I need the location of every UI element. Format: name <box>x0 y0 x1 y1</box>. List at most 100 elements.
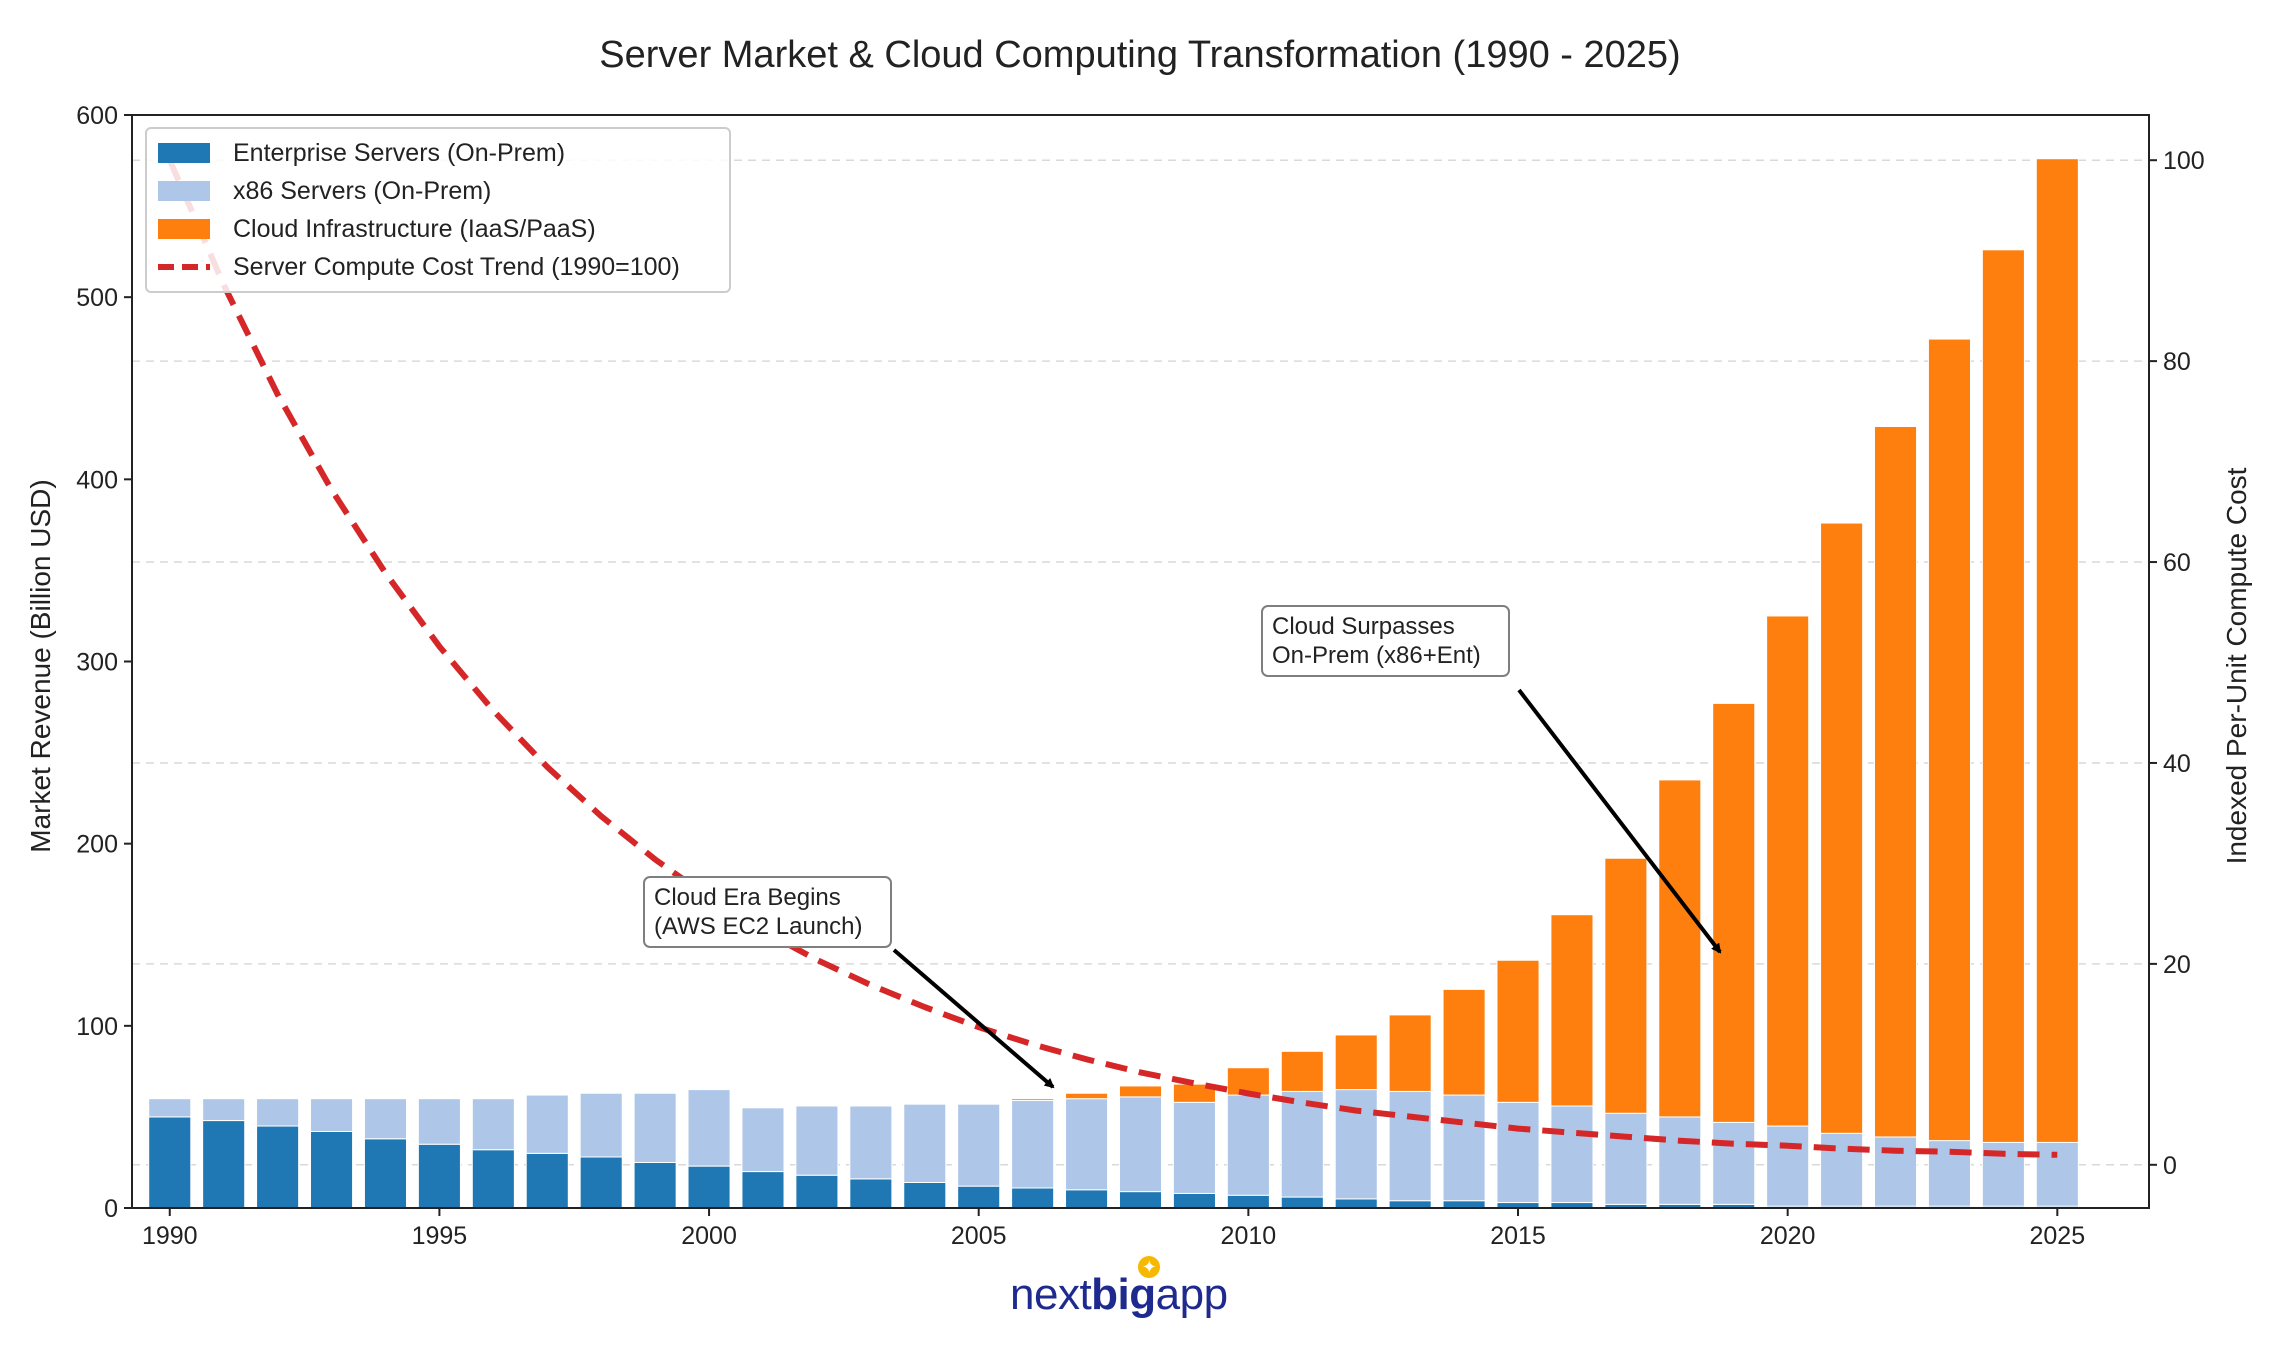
bar-cloud <box>1981 249 2025 1143</box>
chart-title: Server Market & Cloud Computing Transfor… <box>599 34 1680 76</box>
bar-cloud <box>1873 426 1918 1138</box>
y-tick-label: 500 <box>76 284 118 312</box>
bar-x86 <box>525 1094 569 1154</box>
bar-x86 <box>1172 1101 1216 1194</box>
y2-axis-label: Indexed Per-Unit Compute Cost <box>2221 467 2252 864</box>
bar-x86 <box>1658 1116 1702 1205</box>
bar-x86 <box>363 1098 408 1140</box>
bar-cloud <box>1442 988 1486 1096</box>
bar-x86 <box>2035 1141 2079 1207</box>
bar-cloud <box>2035 158 2079 1143</box>
bar-x86 <box>957 1103 1001 1187</box>
bar-enterprise <box>1280 1196 1324 1209</box>
y-tick-label: 600 <box>76 102 118 130</box>
legend-swatch <box>158 181 210 201</box>
bar-enterprise <box>1011 1187 1055 1209</box>
bar-enterprise <box>795 1174 839 1209</box>
bar-enterprise <box>1065 1189 1109 1209</box>
bars <box>148 158 2079 1209</box>
annotation-text: Cloud Surpasses <box>1272 613 1455 640</box>
bar-enterprise <box>1118 1191 1163 1209</box>
y-tick-label: 300 <box>76 649 118 677</box>
bar-cloud <box>1658 779 1702 1118</box>
sparkle-icon: ✦ <box>1138 1256 1160 1278</box>
bar-enterprise <box>256 1125 300 1209</box>
bar-enterprise <box>633 1161 677 1209</box>
bar-x86 <box>1280 1090 1324 1198</box>
legend-label: Server Compute Cost Trend (1990=100) <box>233 253 680 281</box>
bar-enterprise <box>417 1143 461 1209</box>
bar-enterprise <box>202 1120 246 1209</box>
annotation-text: (AWS EC2 Launch) <box>654 913 863 940</box>
bar-enterprise <box>471 1149 515 1209</box>
bar-x86 <box>471 1098 515 1151</box>
logo-part-next: next <box>1010 1270 1092 1319</box>
bar-enterprise <box>525 1152 569 1209</box>
logo-part-big: big <box>1091 1270 1156 1319</box>
y-tick-label: 100 <box>76 1013 118 1041</box>
bar-x86 <box>1226 1094 1270 1196</box>
bar-cloud <box>1927 338 1971 1142</box>
legend-label: Enterprise Servers (On-Prem) <box>233 139 565 167</box>
bar-x86 <box>849 1105 893 1180</box>
legend: Enterprise Servers (On-Prem) x86 Servers … <box>145 127 731 293</box>
bar-cloud <box>1712 702 1756 1123</box>
bar-enterprise <box>363 1138 408 1209</box>
y-tick-label: 200 <box>76 831 118 859</box>
bar-enterprise <box>1334 1198 1378 1209</box>
bar-cloud <box>1604 857 1648 1114</box>
bar-x86 <box>903 1103 947 1183</box>
bar-x86 <box>1496 1101 1540 1204</box>
bar-x86 <box>417 1098 461 1145</box>
bar-x86 <box>795 1105 839 1176</box>
bar-x86 <box>1388 1090 1432 1202</box>
x-tick-label: 2020 <box>1760 1222 1816 1250</box>
bar-cloud <box>1172 1083 1216 1103</box>
bar-x86 <box>1604 1112 1648 1205</box>
x-tick-label: 1990 <box>142 1222 198 1250</box>
bar-enterprise <box>310 1130 354 1209</box>
bar-x86 <box>1712 1121 1756 1205</box>
bar-x86 <box>579 1092 623 1158</box>
y2-tick-label: 100 <box>2163 147 2205 175</box>
y2-tick-label: 0 <box>2163 1152 2177 1180</box>
bar-cloud <box>1388 1014 1432 1092</box>
bar-cloud <box>1280 1050 1324 1092</box>
bar-cloud <box>1496 959 1540 1103</box>
bar-cloud <box>1820 522 1864 1134</box>
annotation-arrow <box>1517 688 1722 954</box>
x-tick-label: 1995 <box>412 1222 468 1250</box>
bar-x86 <box>1011 1100 1055 1189</box>
bar-x86 <box>202 1098 246 1122</box>
bar-x86 <box>1550 1105 1594 1204</box>
bar-x86 <box>1442 1094 1486 1202</box>
bar-x86 <box>1820 1132 1864 1207</box>
y-tick-label: 0 <box>104 1195 118 1223</box>
bar-x86 <box>1766 1125 1810 1207</box>
trend-line <box>167 159 2058 1158</box>
bar-cloud <box>1011 1098 1055 1102</box>
bar-x86 <box>633 1092 677 1163</box>
y-axis-label: Market Revenue (Billion USD) <box>25 479 56 852</box>
legend-label: x86 Servers (On-Prem) <box>233 177 491 205</box>
y-tick-label: 400 <box>76 466 118 494</box>
annotation-text: On-Prem (x86+Ent) <box>1272 642 1481 669</box>
logo-part-app: app <box>1155 1270 1228 1319</box>
bar-enterprise <box>579 1156 623 1209</box>
x-tick-label: 2015 <box>1490 1222 1546 1250</box>
x-tick-label: 2010 <box>1221 1222 1277 1250</box>
legend-swatch <box>158 219 210 239</box>
bar-cloud <box>1334 1034 1378 1091</box>
bar-x86 <box>148 1098 192 1118</box>
y2-tick-label: 40 <box>2163 750 2191 778</box>
x-tick-label: 2000 <box>681 1222 737 1250</box>
y2-tick-label: 60 <box>2163 549 2191 577</box>
bar-enterprise <box>903 1181 947 1209</box>
annotation-arrow <box>892 948 1055 1089</box>
bar-x86 <box>310 1098 354 1132</box>
bar-enterprise <box>1388 1200 1432 1209</box>
bar-enterprise <box>1442 1200 1486 1209</box>
bar-x86 <box>741 1107 785 1173</box>
x-tick-label: 2025 <box>2030 1222 2086 1250</box>
